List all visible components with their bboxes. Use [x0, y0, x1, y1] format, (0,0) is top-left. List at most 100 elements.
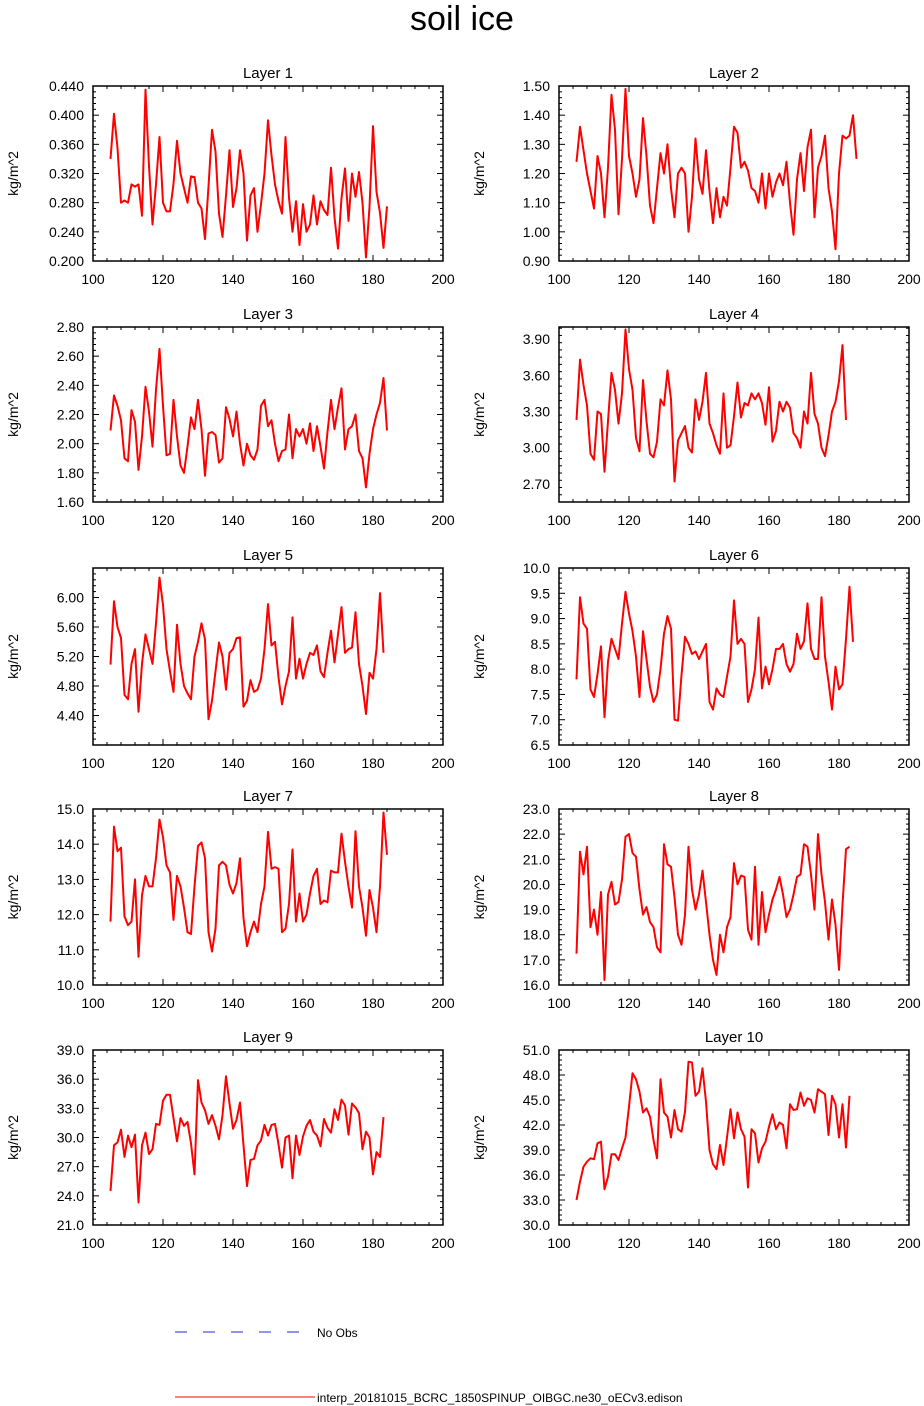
y-tick-label: 10.0	[57, 977, 84, 993]
x-tick-label: 100	[547, 271, 571, 287]
panel-layer-7: Layer 7 kg/m^2 100 120 140 160 180 200 10.0 11.0 1…	[5, 788, 455, 1011]
panel-title: Layer 7	[243, 788, 293, 805]
y-tick-label: 5.20	[57, 649, 84, 665]
plot-frame	[92, 567, 444, 746]
panel-title: Layer 1	[243, 65, 293, 82]
y-tick-label: 8.5	[531, 636, 551, 652]
x-tick-label: 200	[897, 1235, 921, 1251]
y-tick-label: 27.0	[57, 1159, 84, 1175]
y-tick-label: 21.0	[523, 851, 550, 867]
y-tick-label: 18.0	[523, 927, 550, 943]
series-line-model	[575, 87, 858, 251]
y-tick-label: 3.00	[523, 440, 550, 456]
y-tick-label: 2.70	[523, 476, 550, 492]
chart-panels: Layer 1 kg/m^2 100 120 140 160 180 200 0.200 0.24…	[5, 65, 921, 1251]
x-tick-label: 120	[617, 271, 641, 287]
y-tick-label: 45.0	[523, 1092, 550, 1108]
panel-layer-1: Layer 1 kg/m^2 100 120 140 160 180 200 0.200 0.24…	[5, 65, 455, 287]
x-tick-label: 200	[897, 995, 921, 1011]
panel-title: Layer 8	[709, 788, 759, 805]
x-tick-label: 100	[81, 995, 105, 1011]
x-tick-label: 100	[81, 512, 105, 528]
x-tick-label: 140	[221, 755, 245, 771]
panel-title: Layer 2	[709, 65, 759, 82]
panel-title: Layer 3	[243, 306, 293, 323]
x-tick-label: 100	[81, 271, 105, 287]
y-tick-label: 12.0	[57, 907, 84, 923]
y-tick-label: 1.10	[523, 195, 550, 211]
y-tick-label: 33.0	[523, 1192, 550, 1208]
y-tick-label: 19.0	[523, 902, 550, 918]
x-tick-label: 160	[757, 755, 781, 771]
x-tick-label: 140	[221, 1235, 245, 1251]
x-tick-label: 180	[361, 1235, 385, 1251]
y-tick-label: 0.200	[49, 253, 84, 269]
y-tick-label: 0.400	[49, 107, 84, 123]
x-tick-label: 200	[431, 271, 455, 287]
x-tick-label: 140	[221, 512, 245, 528]
x-tick-label: 140	[221, 271, 245, 287]
x-tick-label: 120	[617, 995, 641, 1011]
series-line-model	[575, 1060, 851, 1201]
x-tick-label: 100	[81, 1235, 105, 1251]
y-tick-label: 0.240	[49, 224, 84, 240]
y-tick-label: 0.90	[523, 253, 550, 269]
y-tick-label: 51.0	[523, 1042, 550, 1058]
x-tick-label: 160	[757, 512, 781, 528]
y-tick-label: 6.00	[57, 590, 84, 606]
y-tick-label: 48.0	[523, 1067, 550, 1083]
x-tick-label: 160	[291, 271, 315, 287]
y-tick-label: 1.40	[523, 107, 550, 123]
y-tick-label: 23.0	[523, 801, 550, 817]
y-tick-label: 1.20	[523, 166, 550, 182]
x-tick-label: 180	[361, 271, 385, 287]
panel-layer-2: Layer 2 kg/m^2 100 120 140 160 180 200 0.90 1.00 1…	[471, 65, 921, 287]
x-tick-label: 140	[687, 1235, 711, 1251]
x-tick-label: 100	[547, 1235, 571, 1251]
y-axis-label: kg/m^2	[471, 151, 487, 196]
x-tick-label: 160	[291, 995, 315, 1011]
y-tick-label: 1.00	[523, 224, 550, 240]
y-tick-label: 9.5	[531, 585, 551, 601]
y-tick-label: 9.0	[531, 611, 551, 627]
x-tick-label: 200	[431, 995, 455, 1011]
panel-title: Layer 5	[243, 547, 293, 564]
panel-layer-9: Layer 9 kg/m^2 100 120 140 160 180 200 21.0 24.0 2…	[5, 1029, 455, 1251]
x-tick-label: 180	[827, 512, 851, 528]
series-line-model	[109, 88, 388, 259]
y-tick-label: 13.0	[57, 871, 84, 887]
panel-layer-8: Layer 8 kg/m^2 100 120 140 160 180 200 16.0 17.0 1…	[471, 788, 921, 1011]
x-tick-label: 100	[547, 755, 571, 771]
y-tick-label: 2.80	[57, 319, 84, 335]
plot-frame	[558, 1049, 910, 1226]
x-tick-label: 140	[687, 995, 711, 1011]
x-tick-label: 180	[827, 755, 851, 771]
x-tick-label: 120	[617, 1235, 641, 1251]
panel-title: Layer 4	[709, 306, 759, 323]
y-tick-label: 2.40	[57, 377, 84, 393]
y-tick-label: 6.5	[531, 737, 551, 753]
y-tick-label: 16.0	[523, 977, 550, 993]
x-tick-label: 200	[431, 512, 455, 528]
y-tick-label: 14.0	[57, 836, 84, 852]
y-tick-label: 21.0	[57, 1217, 84, 1233]
x-tick-label: 120	[151, 1235, 175, 1251]
x-tick-label: 160	[291, 755, 315, 771]
x-tick-label: 200	[897, 755, 921, 771]
y-axis-label: kg/m^2	[5, 634, 21, 679]
y-axis-label: kg/m^2	[5, 1115, 21, 1160]
y-tick-label: 7.5	[531, 686, 551, 702]
y-tick-label: 0.440	[49, 78, 84, 94]
x-tick-label: 180	[827, 1235, 851, 1251]
y-tick-label: 20.0	[523, 876, 550, 892]
y-tick-label: 17.0	[523, 952, 550, 968]
x-tick-label: 200	[431, 755, 455, 771]
y-tick-label: 42.0	[523, 1117, 550, 1133]
y-tick-label: 5.60	[57, 619, 84, 635]
y-tick-label: 8.0	[531, 661, 551, 677]
x-tick-label: 120	[617, 755, 641, 771]
x-tick-label: 160	[757, 271, 781, 287]
x-tick-label: 180	[361, 995, 385, 1011]
panel-title: Layer 10	[705, 1029, 763, 1046]
x-tick-label: 140	[221, 995, 245, 1011]
